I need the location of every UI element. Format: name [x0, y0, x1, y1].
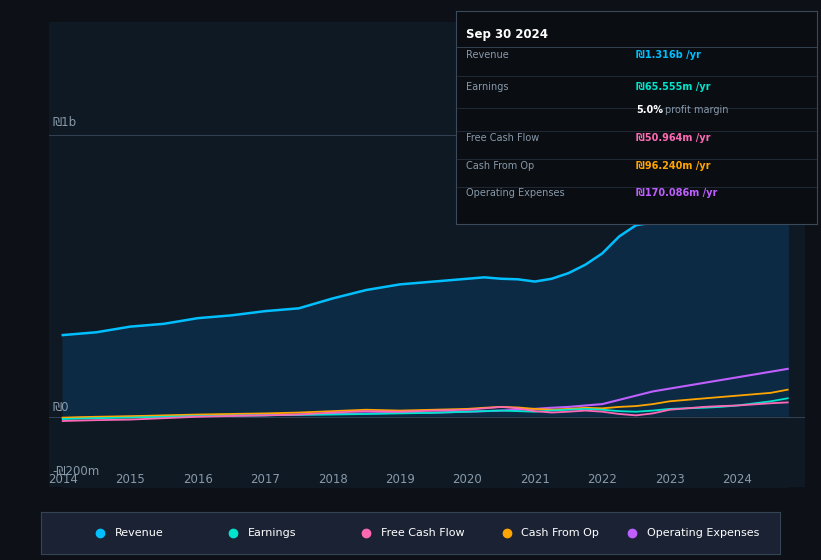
- Text: Operating Expenses: Operating Expenses: [466, 189, 565, 198]
- Text: ₪170.086m /yr: ₪170.086m /yr: [636, 189, 718, 198]
- Text: 2018: 2018: [318, 473, 347, 486]
- Text: profit margin: profit margin: [665, 105, 729, 115]
- Text: 2024: 2024: [722, 473, 752, 486]
- Text: Cash From Op: Cash From Op: [466, 161, 534, 171]
- Text: ₪1.316b /yr: ₪1.316b /yr: [636, 50, 701, 60]
- Text: 2023: 2023: [655, 473, 685, 486]
- Text: ₪50.964m /yr: ₪50.964m /yr: [636, 133, 711, 143]
- Text: 2016: 2016: [183, 473, 213, 486]
- Text: Free Cash Flow: Free Cash Flow: [466, 133, 539, 143]
- Text: ₪1b: ₪1b: [53, 116, 76, 129]
- Text: Revenue: Revenue: [466, 50, 509, 60]
- Text: 2020: 2020: [452, 473, 482, 486]
- Text: 2021: 2021: [520, 473, 550, 486]
- Text: 2014: 2014: [48, 473, 78, 486]
- Text: Cash From Op: Cash From Op: [521, 529, 599, 538]
- Text: ₪0: ₪0: [53, 401, 69, 414]
- Text: 2022: 2022: [587, 473, 617, 486]
- Text: 5.0%: 5.0%: [636, 105, 663, 115]
- Text: Revenue: Revenue: [115, 529, 163, 538]
- Text: 2017: 2017: [250, 473, 280, 486]
- Text: Sep 30 2024: Sep 30 2024: [466, 28, 548, 41]
- Text: Earnings: Earnings: [248, 529, 296, 538]
- Text: -₪200m: -₪200m: [53, 465, 100, 478]
- Text: Earnings: Earnings: [466, 82, 509, 92]
- Text: Free Cash Flow: Free Cash Flow: [381, 529, 465, 538]
- Text: ₪65.555m /yr: ₪65.555m /yr: [636, 82, 711, 92]
- Text: 2019: 2019: [385, 473, 415, 486]
- Text: 2015: 2015: [115, 473, 145, 486]
- Text: ₪96.240m /yr: ₪96.240m /yr: [636, 161, 711, 171]
- Text: Operating Expenses: Operating Expenses: [647, 529, 759, 538]
